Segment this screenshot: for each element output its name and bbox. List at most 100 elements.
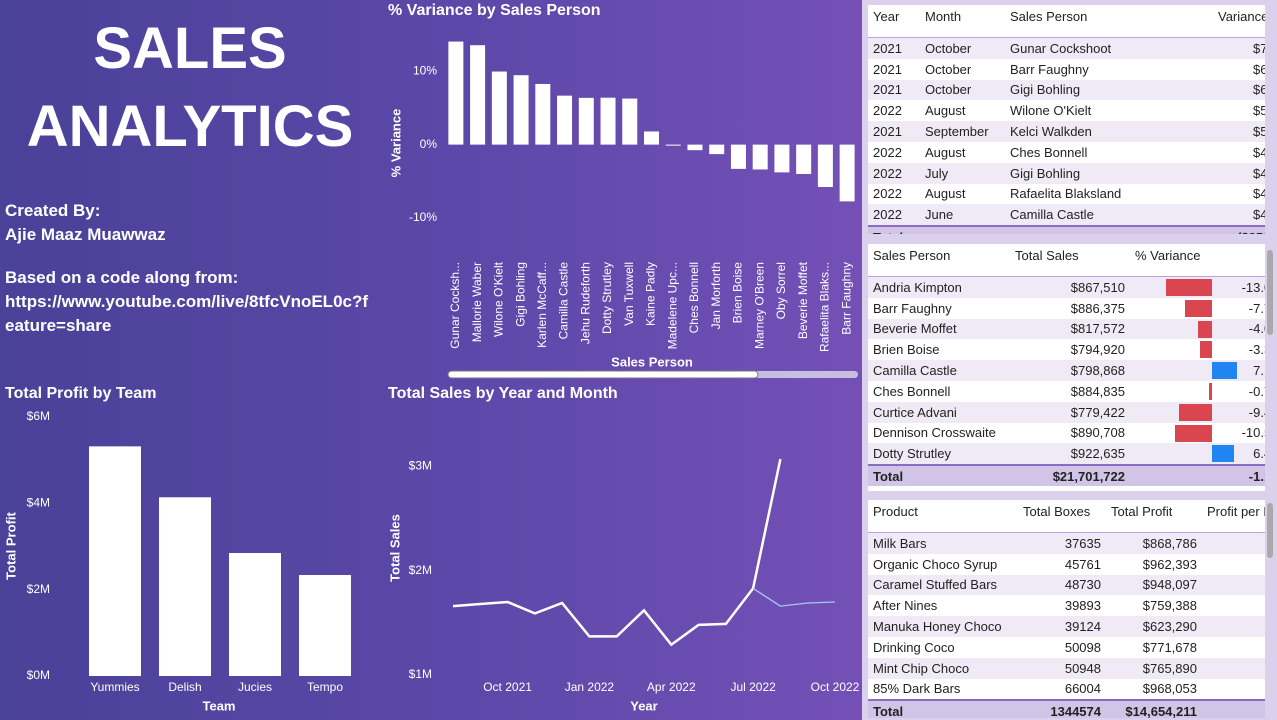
column-header[interactable]: Total Boxes <box>1018 500 1106 533</box>
table-row: Dennison Crosswaite $890,708 -10.55% <box>868 423 1265 444</box>
x-tick-label: Oct 2021 <box>483 680 532 694</box>
pct-cell: -13.06% <box>1130 276 1265 298</box>
bar <box>89 446 141 676</box>
table-cell: $59,278 <box>1253 103 1265 119</box>
column-header[interactable]: Month <box>920 5 1005 38</box>
table-row: Brien Boise $794,920 -3.32% <box>868 339 1265 360</box>
table-cell: Dennison Crosswaite <box>873 425 996 441</box>
table-cell: $817,572 <box>1010 318 1130 340</box>
table-row: Ches Bonnell $884,835 -0.76% <box>868 381 1265 402</box>
table-cell: October <box>920 37 1005 59</box>
table-cell: 2021 <box>868 37 920 59</box>
pct-cell: -0.76% <box>1130 381 1265 402</box>
y-tick-label: $3M <box>409 458 432 472</box>
scrollbar[interactable] <box>1267 503 1273 558</box>
table-cell: $771,678 <box>1142 639 1197 655</box>
y-tick-label: $6M <box>27 409 50 423</box>
column-header[interactable]: Year <box>868 5 920 38</box>
bar <box>665 144 681 146</box>
column-header[interactable]: Total Profit <box>1106 500 1202 533</box>
x-tick-label: Barr Faughny <box>839 262 853 335</box>
x-tick-label: Jul 2022 <box>730 680 776 694</box>
column-header[interactable]: Variance <box>1213 5 1265 38</box>
table-cell: Dotty Strutley <box>868 443 1010 466</box>
column-header[interactable]: Profit per Box <box>1202 500 1265 533</box>
table-cell: $890,708 <box>1070 425 1125 441</box>
column-header[interactable]: % Variance <box>1130 244 1265 277</box>
column-header[interactable]: Product <box>868 500 1018 533</box>
column-header[interactable]: Total Sales <box>1010 244 1130 277</box>
table-cell: $19.5 <box>1202 574 1265 596</box>
x-tick-label: Gigi Bohling <box>513 262 527 327</box>
source-url[interactable]: https://www.youtube.com/live/8tfcVnoEL0c… <box>5 292 369 335</box>
column-header[interactable]: Sales Person <box>1005 5 1213 38</box>
table-cell: $15.4 <box>1202 637 1265 658</box>
bar <box>299 574 351 676</box>
table-cell: Beverie Moffet <box>868 318 1010 340</box>
pct-label: 6.42% <box>1253 446 1265 462</box>
x-tick-label: Jan 2022 <box>565 680 615 694</box>
table-cell: Drinking Coco <box>873 639 955 655</box>
table-cell: Caramel Stuffed Bars <box>868 574 1018 596</box>
bar <box>644 131 659 145</box>
pct-cell: 7.14% <box>1130 360 1265 381</box>
pct-label: -3.32% <box>1248 342 1265 358</box>
data-table: Product Total Boxes Total Profit Profit per… <box>868 500 1265 718</box>
bar <box>578 97 594 145</box>
bar <box>730 144 746 169</box>
scrollbar-thumb[interactable] <box>447 370 759 379</box>
table-row: Dotty Strutley$922,635 6.42% <box>868 443 1265 466</box>
x-tick-label: Gunar Cocksh... <box>448 262 462 349</box>
column-header[interactable]: Sales Person <box>868 244 1010 277</box>
table-cell: $59,203 <box>1213 121 1265 142</box>
table-cell: 45761 <box>1064 556 1101 572</box>
x-tick-label: Delish <box>168 680 201 694</box>
table-cell: Kelci Walkden <box>1005 121 1213 142</box>
x-tick-label: Tempo <box>307 680 343 694</box>
total-cell: Total <box>868 464 1010 487</box>
table-cell: 2022 <box>873 144 902 160</box>
total-cell: Total <box>868 225 920 234</box>
x-tick-label: Yummies <box>90 680 139 694</box>
total-cell: -1.15% <box>1130 464 1265 487</box>
table-cell: Milk Bars <box>868 532 1018 554</box>
table-cell: Camilla Castle <box>868 360 1010 381</box>
bar <box>557 95 573 145</box>
bar <box>622 98 638 145</box>
pct-bar <box>1166 279 1212 296</box>
pct-label: -10.55% <box>1241 425 1265 441</box>
pct-bar <box>1184 299 1212 317</box>
total-cell: 1344574 <box>1018 699 1106 718</box>
table-cell: $968,053 <box>1142 681 1197 697</box>
table-cell: Ches Bonnell <box>873 383 951 399</box>
table-cell: 2022 <box>873 103 902 119</box>
chart-title: % Variance by Sales Person <box>388 2 601 19</box>
table-cell: Gigi Bohling <box>1005 79 1213 101</box>
pct-cell: -4.02% <box>1130 318 1265 340</box>
table-cell: July <box>920 162 1005 184</box>
table-cell: Camilla Castle <box>1005 204 1213 227</box>
created-by-label: Created By: <box>5 201 101 220</box>
x-tick-label: Brien Boise <box>731 262 745 324</box>
table-cell: $765,890 <box>1106 657 1202 679</box>
pct-cell: -10.55% <box>1130 423 1265 444</box>
x-tick-label: Jan Morforth <box>709 262 723 329</box>
x-tick-label: Dotty Strutley <box>600 262 614 334</box>
table-cell: 85% Dark Bars <box>873 681 961 697</box>
bar <box>491 71 507 145</box>
table-cell: $867,510 <box>1010 276 1130 298</box>
y-tick-label: $1M <box>409 667 432 681</box>
table-cell: $23.1 <box>1202 532 1265 554</box>
table-cell: 39893 <box>1064 598 1101 614</box>
y-tick-label: 10% <box>413 64 437 78</box>
source-label: Based on a code along from: <box>5 268 239 287</box>
table-cell: $886,375 <box>1070 300 1125 316</box>
scrollbar[interactable] <box>1267 250 1273 335</box>
y-axis-title: % Variance <box>388 109 403 178</box>
bar <box>600 97 616 145</box>
y-axis-title: Total Sales <box>387 514 402 582</box>
table-row: Andria Kimpton$867,510 -13.06% <box>868 276 1265 298</box>
x-tick-label: Van Tuxwell <box>622 262 636 326</box>
data-table: Year Month Sales Person Variance 2021 October… <box>868 5 1265 234</box>
